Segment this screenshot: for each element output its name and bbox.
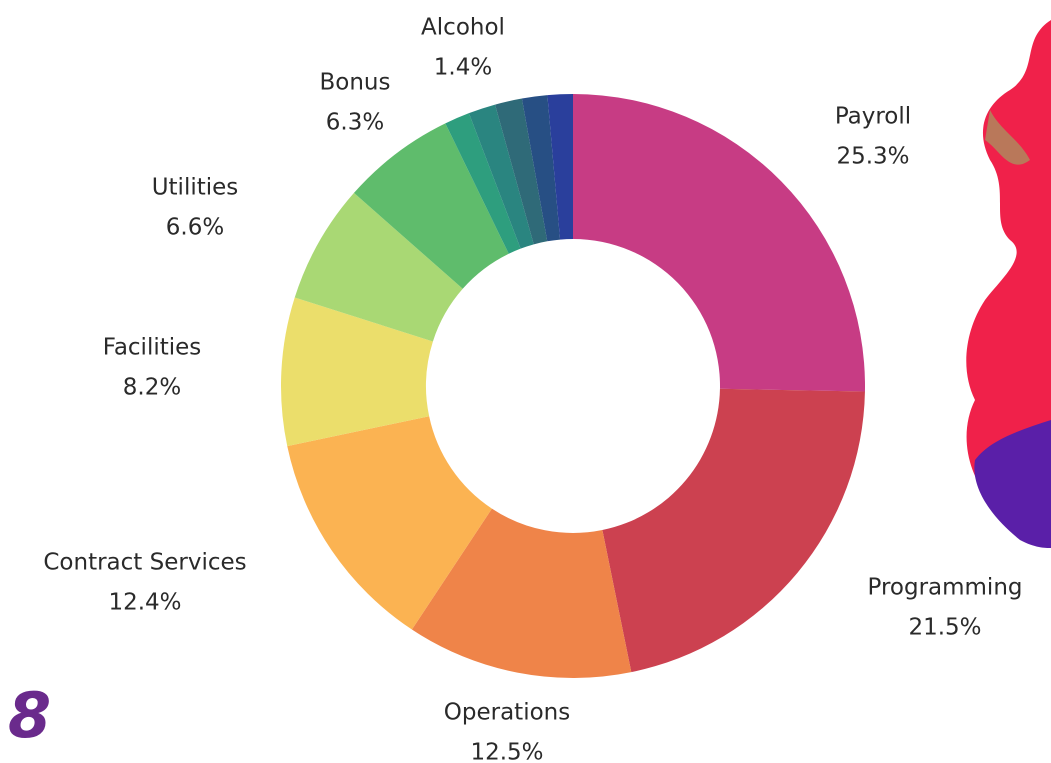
donut-slice xyxy=(468,104,534,249)
slice-label: Alcohol xyxy=(421,15,505,41)
slice-value-label: 21.5% xyxy=(908,615,981,641)
slice-label: Bonus xyxy=(320,70,391,96)
donut-slice xyxy=(353,123,509,289)
slice-value-label: 6.6% xyxy=(166,215,224,241)
donut-slice xyxy=(294,192,463,342)
slice-value-label: 25.3% xyxy=(836,144,909,170)
donut-slice xyxy=(602,388,865,673)
donut-slice xyxy=(281,297,433,447)
slice-value-label: 12.4% xyxy=(108,590,181,616)
art-shape xyxy=(985,110,1030,165)
donut-slice xyxy=(495,98,548,245)
slice-label: Operations xyxy=(444,700,570,726)
donut-slice xyxy=(445,113,521,254)
donut-slice xyxy=(287,416,492,630)
slice-label: Utilities xyxy=(152,175,239,201)
art-shape xyxy=(966,20,1051,545)
slice-value-label: 1.4% xyxy=(434,55,492,81)
donut-slice xyxy=(573,94,865,392)
slice-label: Payroll xyxy=(835,104,911,130)
donut-slice xyxy=(547,94,573,240)
slice-label: Facilities xyxy=(103,335,202,361)
slice-label: Programming xyxy=(867,575,1022,601)
decorative-art xyxy=(966,20,1051,548)
slice-label: Contract Services xyxy=(43,550,246,576)
slice-value-label: 12.5% xyxy=(470,740,543,763)
donut-slice xyxy=(411,508,632,679)
donut-slice xyxy=(521,95,561,242)
slice-value-label: 6.3% xyxy=(326,110,384,136)
slice-value-label: 8.2% xyxy=(123,375,181,401)
page-number: 8 xyxy=(8,679,51,752)
art-shape xyxy=(974,420,1051,548)
